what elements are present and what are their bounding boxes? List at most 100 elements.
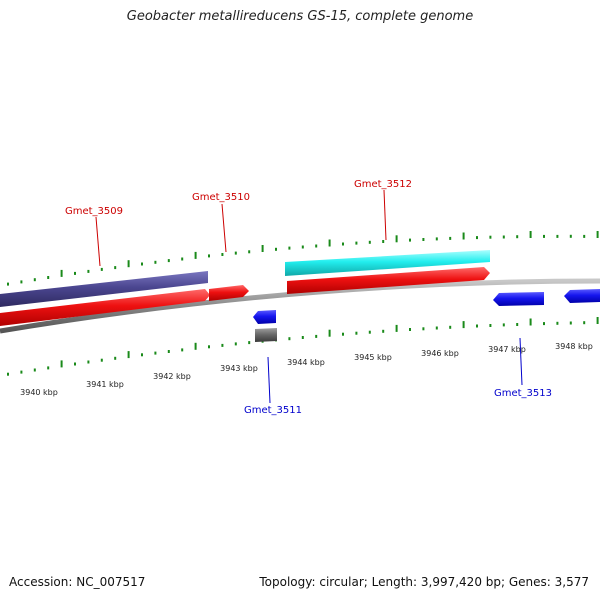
major-tick: [127, 351, 130, 359]
major-tick: [395, 324, 398, 332]
minor-tick: [100, 358, 103, 362]
minor-tick: [234, 342, 237, 346]
major-tick: [60, 360, 63, 368]
major-tick: [328, 329, 331, 337]
minor-tick: [409, 238, 411, 242]
minor-tick: [208, 254, 210, 258]
minor-tick: [355, 331, 358, 335]
minor-tick: [422, 238, 425, 241]
minor-tick: [449, 236, 452, 240]
minor-tick: [583, 321, 586, 325]
minor-tick: [476, 324, 478, 328]
major-tick: [60, 269, 63, 277]
minor-tick: [516, 235, 519, 239]
gene-gmet-3513-arrow[interactable]: [493, 292, 544, 306]
scale-label: 3944 kbp: [287, 358, 325, 367]
scale-label: 3942 kbp: [153, 372, 191, 381]
minor-tick: [20, 280, 23, 284]
scale-label: 3941 kbp: [86, 380, 124, 389]
minor-tick: [74, 362, 76, 366]
major-tick: [261, 245, 264, 252]
gene-gmet-3509-arrow[interactable]: [0, 289, 210, 326]
minor-tick: [87, 269, 90, 273]
minor-tick: [221, 253, 224, 256]
minor-tick: [543, 234, 545, 238]
major-tick: [127, 260, 130, 268]
minor-tick: [288, 246, 291, 250]
minor-tick: [141, 262, 143, 266]
reverse-gene-arrow-edge[interactable]: [564, 289, 600, 303]
minor-tick: [342, 242, 344, 246]
minor-tick: [489, 324, 492, 327]
minor-tick: [368, 330, 371, 334]
major-tick: [596, 231, 599, 238]
major-tick: [328, 239, 331, 247]
scale-label: 3940 kbp: [20, 388, 58, 397]
minor-tick: [248, 341, 251, 345]
minor-tick: [355, 241, 358, 245]
minor-tick: [516, 323, 519, 326]
map-title: Geobacter metallireducens GS-15, complet…: [126, 9, 474, 24]
scale-labels: 3940 kbp 3941 kbp 3942 kbp 3943 kbp 3944…: [20, 342, 593, 397]
gene-label-gmet-3510[interactable]: Gmet_3510: [192, 192, 250, 203]
minor-tick: [7, 282, 9, 286]
minor-tick: [543, 322, 545, 326]
major-tick: [596, 317, 599, 324]
minor-tick: [288, 337, 291, 341]
scale-label: 3948 kbp: [555, 342, 593, 351]
minor-tick: [382, 329, 385, 333]
minor-tick: [20, 370, 23, 374]
minor-tick: [181, 348, 184, 352]
minor-tick: [7, 372, 9, 376]
gene-label-gmet-3512[interactable]: Gmet_3512: [354, 179, 412, 190]
minor-tick: [154, 351, 157, 355]
minor-tick: [583, 234, 586, 238]
major-tick: [462, 232, 465, 240]
genome-backbone: [0, 278, 600, 334]
inner-scale-ticks: [7, 317, 599, 376]
gene-label-gmet-3509[interactable]: Gmet_3509: [65, 206, 123, 217]
minor-tick: [248, 250, 251, 254]
minor-tick: [47, 366, 50, 370]
minor-tick: [409, 328, 411, 331]
minor-tick: [301, 245, 304, 249]
accession-label: Accession: NC_007517: [9, 575, 146, 589]
major-tick: [395, 235, 398, 243]
scale-label: 3945 kbp: [354, 353, 392, 362]
minor-tick: [368, 240, 371, 244]
minor-tick: [167, 350, 170, 353]
minor-tick: [33, 278, 36, 282]
minor-tick: [87, 360, 90, 364]
major-tick: [194, 342, 197, 350]
label-leaders: [95, 189, 523, 404]
cyan-feature-bar: [285, 250, 490, 276]
minor-tick: [74, 271, 76, 275]
minor-tick: [569, 321, 572, 325]
minor-tick: [181, 257, 184, 261]
minor-tick: [114, 266, 117, 270]
genome-summary: Topology: circular; Length: 3,997,420 bp…: [259, 575, 589, 589]
major-tick: [194, 251, 197, 259]
gene-gmet-3510-arrow[interactable]: [209, 285, 249, 301]
minor-tick: [476, 236, 478, 240]
major-tick: [529, 231, 532, 238]
minor-tick: [114, 356, 117, 360]
minor-tick: [47, 276, 50, 279]
gene-label-gmet-3511[interactable]: Gmet_3511: [244, 405, 302, 416]
minor-tick: [234, 251, 237, 255]
scale-label: 3947 kbp: [488, 345, 526, 354]
gray-feature-bar: [255, 328, 277, 342]
minor-tick: [208, 345, 210, 349]
minor-tick: [275, 247, 277, 251]
minor-tick: [435, 326, 438, 330]
minor-tick: [167, 259, 170, 263]
minor-tick: [154, 260, 157, 264]
minor-tick: [100, 267, 103, 271]
gene-gmet-3511-arrow[interactable]: [253, 310, 276, 324]
minor-tick: [502, 323, 505, 327]
gene-label-gmet-3513[interactable]: Gmet_3513: [494, 388, 552, 399]
scale-label: 3943 kbp: [220, 364, 258, 373]
major-tick: [462, 321, 465, 329]
gene-gmet-3512-arrow[interactable]: [287, 267, 490, 294]
minor-tick: [315, 244, 318, 248]
